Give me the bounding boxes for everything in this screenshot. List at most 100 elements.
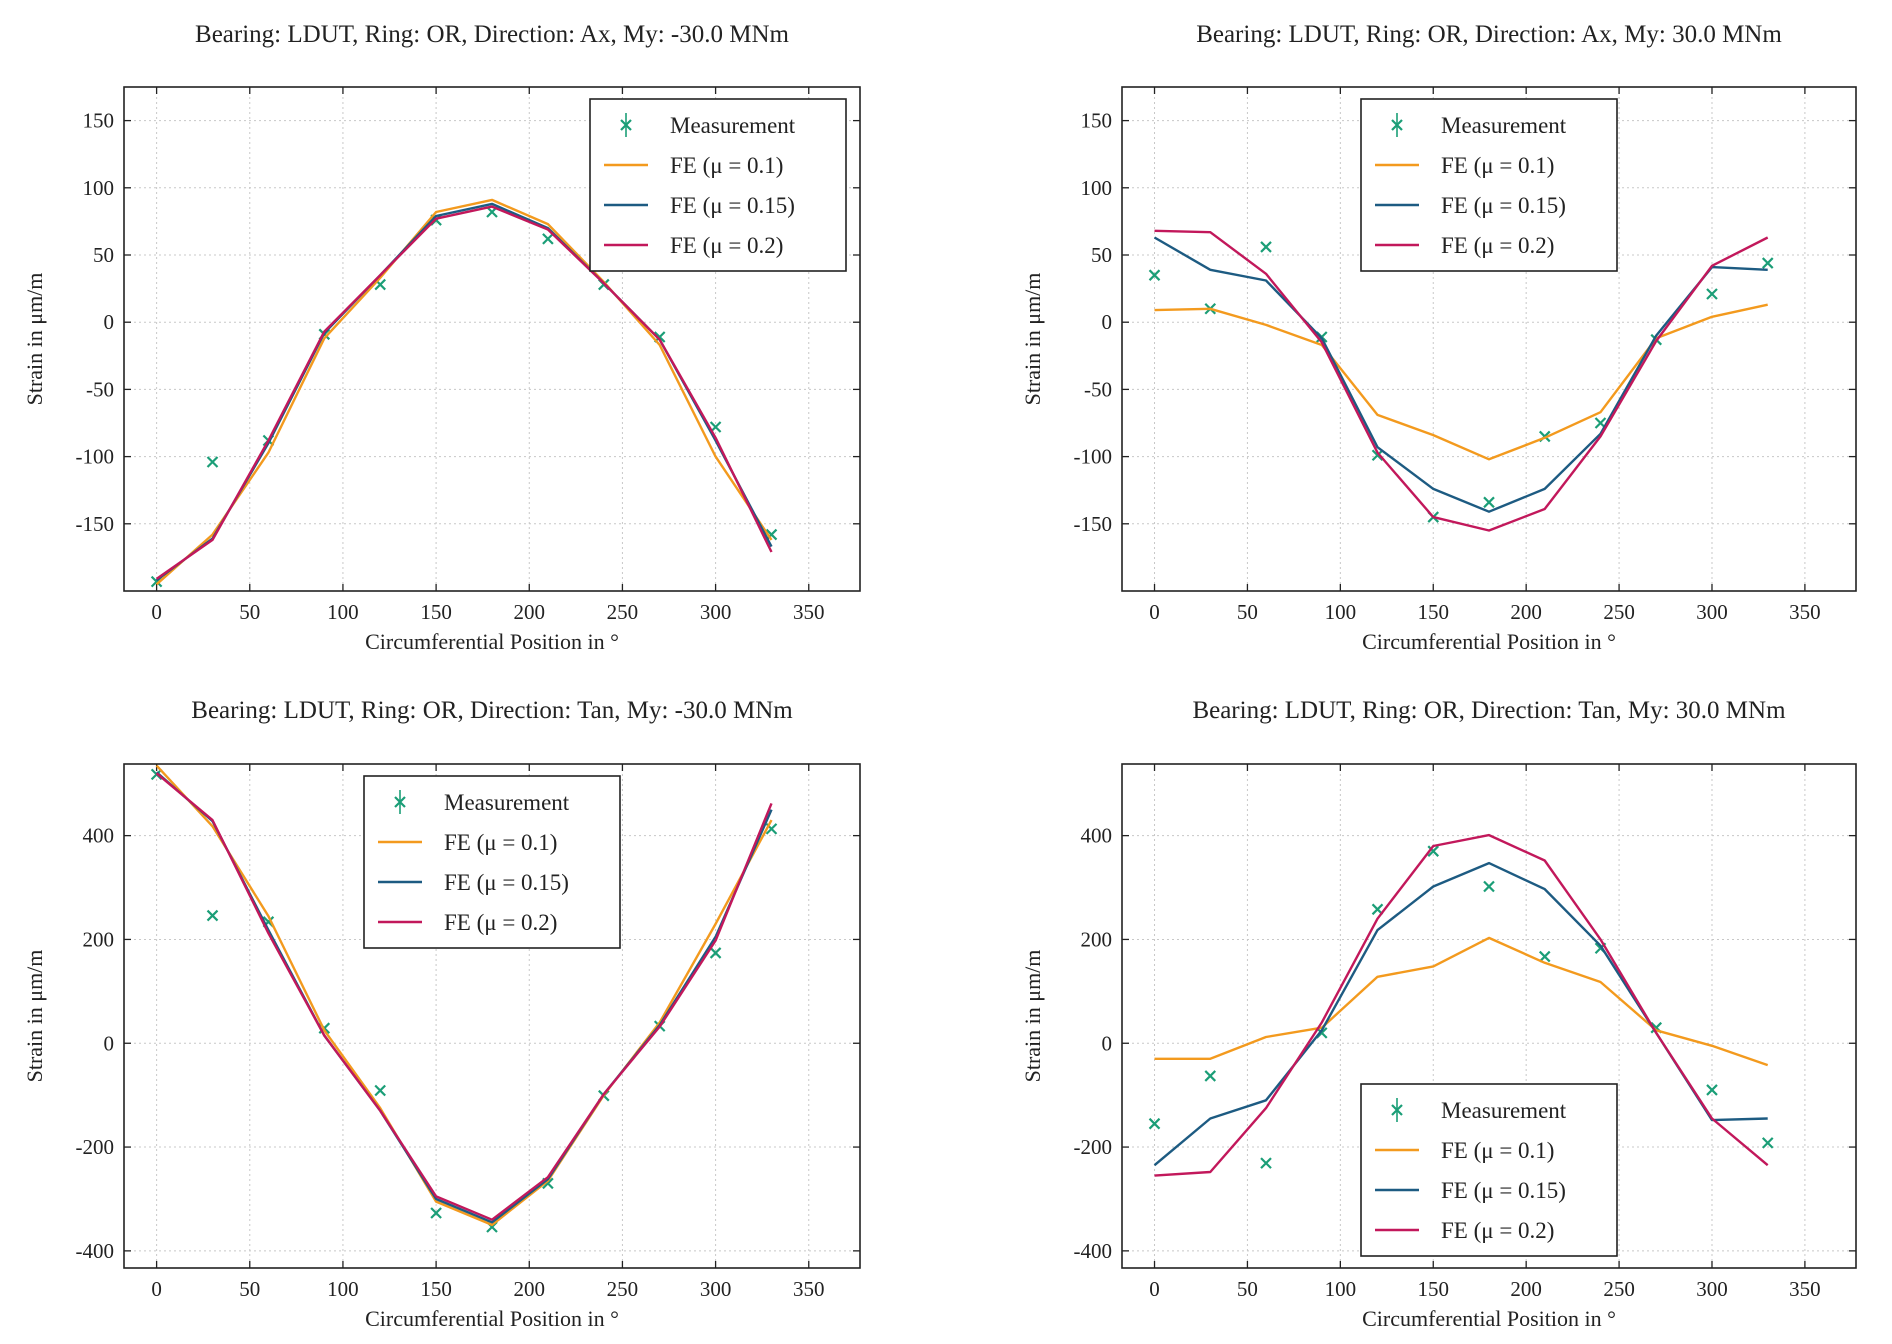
y-tick-label: -50 <box>86 377 114 401</box>
plot-area <box>1148 229 1774 532</box>
series-line <box>1154 303 1768 461</box>
legend-box <box>363 775 621 949</box>
legend-label: Measurement <box>670 113 796 138</box>
y-tick-label: 400 <box>1081 824 1113 848</box>
subplot: 0 50 100 150 200 250 300 350 -150 -100 -50 0 50 100 15… <box>1020 21 1857 654</box>
chart-title: Bearing: LDUT, Ring: OR, Direction: Tan,… <box>191 697 793 724</box>
marker <box>1706 1084 1718 1096</box>
series-line <box>1154 833 1769 1177</box>
x-tick-label: 350 <box>1789 600 1821 624</box>
x-tick-label: 100 <box>327 1277 359 1301</box>
legend-label: FE (μ = 0.15) <box>1441 1178 1566 1203</box>
chart-title: Bearing: LDUT, Ring: OR, Direction: Ax, … <box>195 21 789 48</box>
marker <box>1371 449 1384 462</box>
x-tick-label: 350 <box>1789 1277 1821 1301</box>
y-tick-label: 0 <box>1102 1031 1113 1055</box>
axes-frame <box>123 86 861 592</box>
marker-cross <box>394 796 406 808</box>
y-tick-label: 150 <box>83 109 115 133</box>
marker <box>430 1207 442 1219</box>
axes-frame <box>1121 86 1857 592</box>
y-tick-label: -400 <box>76 1239 115 1263</box>
marker <box>1538 950 1551 963</box>
legend-label: FE (μ = 0.15) <box>1441 193 1566 218</box>
marker-cross <box>1260 241 1272 253</box>
y-tick-label: 200 <box>83 927 115 951</box>
marker-cross <box>374 1084 386 1097</box>
series-line <box>1154 936 1769 1067</box>
x-tick-label: 150 <box>1418 600 1450 624</box>
marker-cross <box>709 947 722 959</box>
legend: Measurement FE (μ = 0.1) FE (μ = 0.15) FE (… <box>363 775 621 949</box>
y-tick-label: 100 <box>1081 176 1113 200</box>
marker-cross <box>1761 257 1774 269</box>
x-axis-label: Circumferential Position in ° <box>1362 1306 1616 1331</box>
y-axis-label: Strain in μm/m <box>22 273 47 406</box>
y-tick-label: -400 <box>1074 1239 1113 1263</box>
y-axis-label: Strain in μm/m <box>1020 273 1045 406</box>
y-tick-label: 50 <box>93 243 114 267</box>
series-line <box>155 772 773 1221</box>
chart-title: Bearing: LDUT, Ring: OR, Direction: Tan,… <box>1192 697 1786 724</box>
plot-area <box>1148 833 1774 1177</box>
x-tick-label: 250 <box>1603 1277 1635 1301</box>
marker-cross <box>1204 1070 1217 1082</box>
marker-cross <box>1706 288 1718 300</box>
marker <box>1483 880 1495 893</box>
marker-cross <box>1391 119 1403 131</box>
y-axis-label: Strain in μm/m <box>1020 950 1045 1083</box>
legend-label: FE (μ = 0.1) <box>670 153 783 178</box>
x-axis-label: Circumferential Position in ° <box>365 629 619 654</box>
x-tick-label: 300 <box>1696 600 1728 624</box>
x-tick-label: 300 <box>700 600 732 624</box>
plot-area <box>150 198 778 588</box>
y-tick-label: -200 <box>76 1135 115 1159</box>
marker-cross <box>1371 449 1384 462</box>
y-tick-label: 0 <box>1102 310 1113 334</box>
marker-cross <box>542 233 554 245</box>
x-tick-label: 200 <box>1510 1277 1542 1301</box>
x-tick-label: 50 <box>239 1277 260 1301</box>
marker-cross <box>1260 1157 1272 1169</box>
marker <box>374 1084 386 1097</box>
subplot: 0 50 100 150 200 250 300 350 -150 -100 -50 0 50 100 15… <box>22 21 861 654</box>
plot-area <box>150 764 778 1233</box>
x-tick-label: 0 <box>151 600 162 624</box>
chart-title: Bearing: LDUT, Ring: OR, Direction: Ax, … <box>1196 21 1782 48</box>
marker <box>206 909 219 922</box>
x-tick-label: 350 <box>793 600 825 624</box>
marker-cross <box>1483 496 1495 509</box>
marker <box>1761 1137 1774 1149</box>
legend-label: Measurement <box>444 790 570 815</box>
legend-box <box>589 98 847 272</box>
x-axis-label: Circumferential Position in ° <box>1362 629 1616 654</box>
series-line <box>155 198 773 586</box>
marker <box>1706 288 1718 300</box>
legend-box <box>1360 98 1618 272</box>
marker-cross <box>1427 845 1440 857</box>
y-axis-label: Strain in μm/m <box>22 950 47 1083</box>
marker-cross <box>1706 1084 1718 1096</box>
marker-cross <box>1148 1117 1161 1130</box>
x-tick-label: 200 <box>1510 600 1542 624</box>
series-line <box>1153 236 1768 513</box>
marker <box>542 233 554 245</box>
y-tick-label: -50 <box>1084 377 1112 401</box>
legend: Measurement FE (μ = 0.1) FE (μ = 0.15) FE (… <box>589 98 847 272</box>
axes-frame <box>1121 763 1857 1269</box>
legend-label: FE (μ = 0.15) <box>670 193 795 218</box>
x-tick-label: 50 <box>1237 600 1258 624</box>
x-tick-label: 50 <box>1237 1277 1258 1301</box>
subplot: 0 50 100 150 200 250 300 350 -400 -200 0 200 400 Bear… <box>1020 697 1857 1331</box>
x-tick-label: 200 <box>514 600 546 624</box>
marker-cross <box>1483 880 1495 893</box>
marker-cross <box>1391 1104 1403 1116</box>
marker <box>1391 1104 1403 1116</box>
marker <box>1204 1070 1217 1082</box>
marker <box>1260 241 1272 253</box>
x-tick-label: 150 <box>1418 1277 1450 1301</box>
marker <box>1483 496 1495 509</box>
y-tick-label: 150 <box>1081 109 1113 133</box>
marker-cross <box>620 119 632 131</box>
x-axis-label: Circumferential Position in ° <box>365 1306 619 1331</box>
